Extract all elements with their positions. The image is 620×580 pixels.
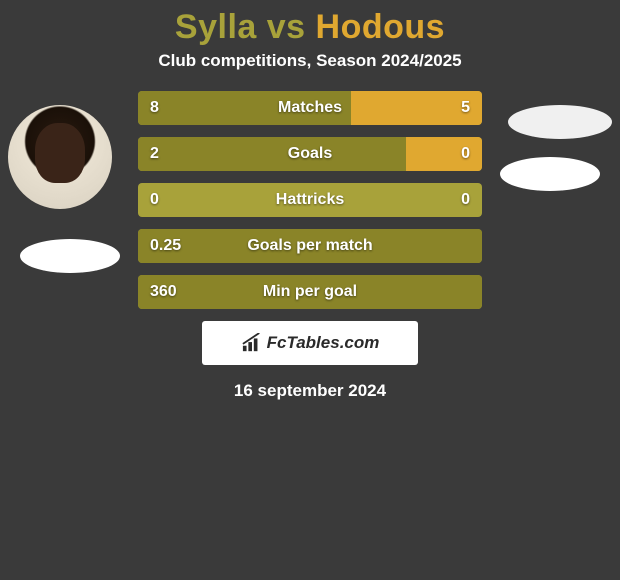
title-player1: Sylla (175, 8, 257, 46)
date-line: 16 september 2024 (0, 381, 620, 401)
player1-avatar (8, 105, 112, 209)
stat-value-right: 0 (461, 145, 470, 163)
stat-row: 0.25 Goals per match (138, 229, 482, 263)
stat-value-left: 2 (150, 145, 159, 163)
stat-label: Matches (278, 99, 342, 117)
stat-row: 360 Min per goal (138, 275, 482, 309)
title-vs: vs (257, 8, 316, 46)
branding-badge[interactable]: FcTables.com (202, 321, 418, 365)
stat-value-right: 5 (461, 99, 470, 117)
branding-text: FcTables.com (267, 333, 380, 353)
page-title: Sylla vs Hodous (0, 0, 620, 51)
subtitle: Club competitions, Season 2024/2025 (0, 51, 620, 91)
stat-bars: 8 Matches 5 2 Goals 0 0 Hattricks 0 0.25 Goals per… (138, 91, 482, 309)
bar-chart-icon (241, 333, 263, 353)
stat-value-right: 0 (461, 191, 470, 209)
player2-flag (500, 157, 600, 191)
stat-row: 0 Hattricks 0 (138, 183, 482, 217)
stat-value-left: 8 (150, 99, 159, 117)
title-player2: Hodous (316, 8, 446, 46)
stat-value-left: 0.25 (150, 237, 181, 255)
stat-fill-left (138, 137, 406, 171)
stat-label: Goals per match (247, 237, 372, 255)
stat-value-left: 0 (150, 191, 159, 209)
stat-label: Min per goal (263, 283, 357, 301)
player2-avatar-placeholder (508, 105, 612, 139)
stat-label: Hattricks (276, 191, 344, 209)
stat-row: 8 Matches 5 (138, 91, 482, 125)
comparison-content: 8 Matches 5 2 Goals 0 0 Hattricks 0 0.25 Goals per… (0, 91, 620, 401)
stat-fill-right (406, 137, 482, 171)
stat-value-left: 360 (150, 283, 177, 301)
stat-row: 2 Goals 0 (138, 137, 482, 171)
player1-flag (20, 239, 120, 273)
stat-label: Goals (288, 145, 332, 163)
